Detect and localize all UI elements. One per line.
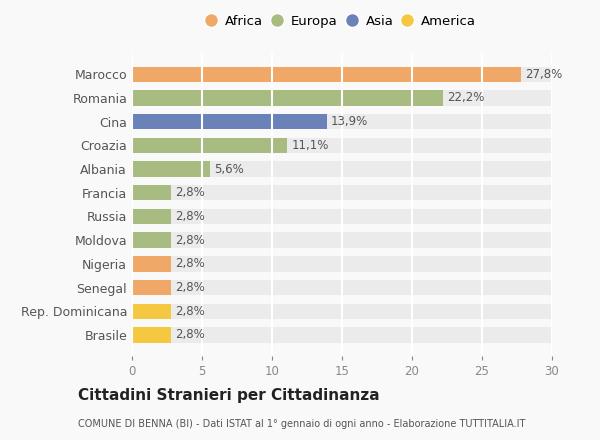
Bar [132, 138, 552, 153]
Text: 2,8%: 2,8% [175, 305, 205, 318]
Bar [132, 280, 171, 295]
Bar [132, 66, 552, 82]
Text: 2,8%: 2,8% [175, 257, 205, 270]
Bar [132, 304, 552, 319]
Text: 2,8%: 2,8% [175, 328, 205, 341]
Bar [132, 90, 552, 106]
Text: 22,2%: 22,2% [447, 92, 484, 104]
Bar [132, 232, 171, 248]
Bar [132, 232, 552, 248]
Bar [132, 327, 552, 343]
Bar [132, 90, 443, 106]
Text: COMUNE DI BENNA (BI) - Dati ISTAT al 1° gennaio di ogni anno - Elaborazione TUTT: COMUNE DI BENNA (BI) - Dati ISTAT al 1° … [78, 419, 526, 429]
Text: 27,8%: 27,8% [526, 68, 563, 81]
Bar [132, 256, 171, 271]
Bar [132, 256, 552, 271]
Text: 2,8%: 2,8% [175, 186, 205, 199]
Text: 2,8%: 2,8% [175, 234, 205, 247]
Bar [132, 304, 171, 319]
Legend: Africa, Europa, Asia, America: Africa, Europa, Asia, America [204, 11, 480, 32]
Bar [132, 114, 552, 129]
Bar [132, 327, 171, 343]
Text: 2,8%: 2,8% [175, 210, 205, 223]
Bar [132, 185, 171, 201]
Text: 11,1%: 11,1% [292, 139, 329, 152]
Text: 5,6%: 5,6% [215, 162, 244, 176]
Bar [132, 114, 326, 129]
Bar [132, 280, 552, 295]
Bar [132, 138, 287, 153]
Bar [132, 209, 171, 224]
Text: 13,9%: 13,9% [331, 115, 368, 128]
Bar [132, 185, 552, 201]
Text: Cittadini Stranieri per Cittadinanza: Cittadini Stranieri per Cittadinanza [78, 389, 380, 403]
Text: 2,8%: 2,8% [175, 281, 205, 294]
Bar [132, 66, 521, 82]
Bar [132, 209, 552, 224]
Bar [132, 161, 552, 177]
Bar [132, 161, 211, 177]
